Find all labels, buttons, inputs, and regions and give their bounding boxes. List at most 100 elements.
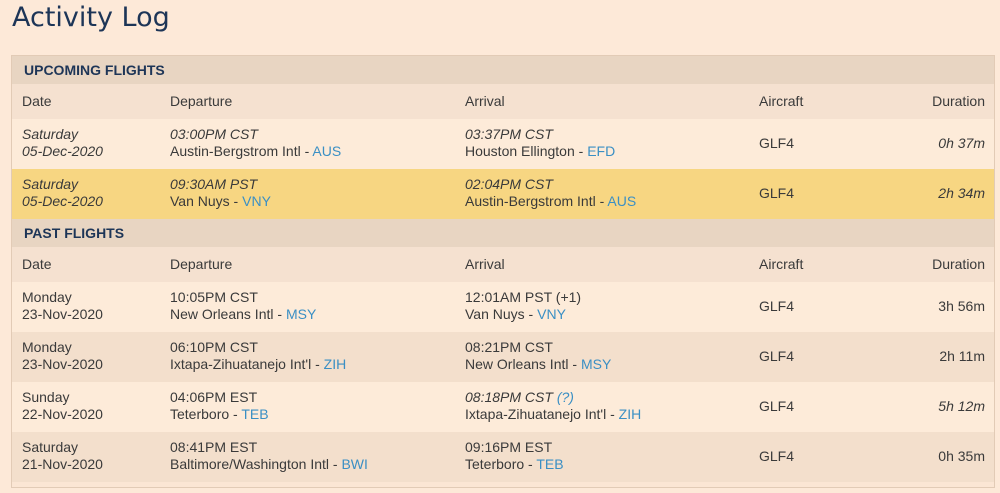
flight-row[interactable]: Monday 23-Nov-2020 06:10PM CST Ixtapa-Zihua… (12, 332, 994, 382)
departure-time-text: 08:41PM EST (170, 439, 258, 455)
arrival-cell: 02:04PM CST Austin-Bergstrom Intl - AUS (465, 176, 636, 210)
column-header-arrival[interactable]: Arrival (465, 93, 505, 109)
departure-airport-code-link[interactable]: ZIH (323, 356, 347, 372)
flight-row[interactable]: Monday 23-Nov-2020 10:05PM CST New Orleans … (12, 282, 994, 332)
day: Monday (22, 339, 72, 355)
departure-airport-name: Austin-Bergstrom Intl (170, 143, 301, 159)
arrival-time: 03:37PM CST (465, 126, 615, 143)
column-header-date[interactable]: Date (22, 93, 52, 109)
departure-time-text: 09:30AM PST (170, 176, 258, 192)
column-header-row: Date Departure Arrival Aircraft Duration (12, 247, 994, 282)
column-header-arrival[interactable]: Arrival (465, 256, 505, 272)
flight-row[interactable]: Saturday 21-Nov-2020 08:41PM EST Baltimore/… (12, 432, 994, 482)
aircraft-cell: GLF4 (759, 348, 795, 364)
column-header-row: Date Departure Arrival Aircraft Duration (12, 84, 994, 119)
arrival-time-text: 09:16PM EST (465, 439, 553, 455)
duration-cell: 3h 56m (938, 298, 985, 314)
arrival-time: 12:01AM PST (+1) (465, 289, 581, 306)
date: 23-Nov-2020 (22, 356, 103, 372)
arrival-cell: 03:37PM CST Houston Ellington - EFD (465, 126, 615, 160)
arrival-cell: 12:01AM PST (+1) Van Nuys - VNY (465, 289, 581, 323)
column-header-aircraft[interactable]: Aircraft (759, 256, 804, 272)
departure-airport-name: Van Nuys (170, 193, 230, 209)
departure-time-text: 06:10PM CST (170, 339, 258, 355)
departure-time: 03:00PM CST (170, 126, 341, 143)
arrival-airport-code-link[interactable]: TEB (536, 456, 564, 472)
departure-airport-code-link[interactable]: MSY (285, 306, 317, 322)
departure-cell: 10:05PM CST New Orleans Intl - MSY (170, 289, 316, 323)
date-cell: Monday 23-Nov-2020 (22, 289, 103, 323)
page-title: Activity Log (12, 2, 170, 33)
arrival-airport-name: Van Nuys (465, 306, 525, 322)
flight-row[interactable]: Saturday 05-Dec-2020 09:30AM PST Van Nuys -… (12, 169, 994, 219)
arrival-airport-name: Houston Ellington (465, 143, 575, 159)
departure-cell: 06:10PM CST Ixtapa-Zihuatanejo Int'l - ZI… (170, 339, 346, 373)
arrival-time-text: 08:18PM CST (465, 389, 553, 405)
aircraft-cell: GLF4 (759, 398, 795, 414)
departure-airport-code-link[interactable]: TEB (241, 406, 269, 422)
arrival-time-text: 08:21PM CST (465, 339, 553, 355)
date-cell: Saturday 21-Nov-2020 (22, 439, 103, 473)
arrival-airport-name: Ixtapa-Zihuatanejo Int'l (465, 406, 607, 422)
duration-cell: 5h 12m (938, 398, 985, 414)
arrival-airport: New Orleans Intl - MSY (465, 356, 612, 372)
arrival-time: 09:16PM EST (465, 439, 564, 456)
arrival-airport: Teterboro - TEB (465, 456, 564, 472)
departure-airport: Baltimore/Washington Intl - BWI (170, 456, 368, 472)
arrival-airport-code-link[interactable]: EFD (587, 143, 616, 159)
departure-airport-name: Baltimore/Washington Intl (170, 456, 329, 472)
day: Saturday (22, 439, 79, 455)
arrival-airport-name: New Orleans Intl (465, 356, 569, 372)
duration-cell: 2h 34m (938, 185, 985, 201)
day: Monday (22, 289, 72, 305)
departure-airport-code-link[interactable]: VNY (242, 193, 271, 209)
departure-cell: 04:06PM EST Teterboro - TEB (170, 389, 269, 423)
departure-airport-code-link[interactable]: BWI (341, 456, 368, 472)
departure-airport: Ixtapa-Zihuatanejo Int'l - ZIH (170, 356, 347, 372)
departure-airport-name: Teterboro (170, 406, 230, 422)
column-header-duration[interactable]: Duration (932, 256, 985, 272)
departure-cell: 03:00PM CST Austin-Bergstrom Intl - AUS (170, 126, 341, 160)
flight-row[interactable]: Saturday 05-Dec-2020 03:00PM CST Austin-Ber… (12, 119, 994, 169)
aircraft-cell: GLF4 (759, 135, 795, 151)
arrival-airport-name: Austin-Bergstrom Intl (465, 193, 596, 209)
uncertain-time-note: (?) (556, 389, 574, 405)
departure-time: 08:41PM EST (170, 439, 368, 456)
date-cell: Monday 23-Nov-2020 (22, 339, 103, 373)
arrival-airport-code-link[interactable]: AUS (607, 193, 637, 209)
duration-cell: 0h 35m (938, 448, 985, 464)
departure-time-text: 10:05PM CST (170, 289, 258, 305)
arrival-airport-code-link[interactable]: ZIH (618, 406, 642, 422)
departure-airport-code-link[interactable]: AUS (312, 143, 342, 159)
date: 22-Nov-2020 (22, 406, 103, 422)
departure-airport-name: New Orleans Intl (170, 306, 274, 322)
column-header-duration[interactable]: Duration (932, 93, 985, 109)
aircraft-cell: GLF4 (759, 448, 795, 464)
arrival-time-text: 03:37PM CST (465, 126, 553, 142)
arrival-airport: Ixtapa-Zihuatanejo Int'l - ZIH (465, 406, 642, 422)
departure-cell: 09:30AM PST Van Nuys - VNY (170, 176, 271, 210)
arrival-airport: Van Nuys - VNY (465, 306, 566, 322)
arrival-airport-name: Teterboro (465, 456, 525, 472)
column-header-aircraft[interactable]: Aircraft (759, 93, 804, 109)
arrival-time: 02:04PM CST (465, 176, 636, 193)
departure-time: 04:06PM EST (170, 389, 269, 406)
arrival-time-text: 02:04PM CST (465, 176, 553, 192)
departure-airport: Teterboro - TEB (170, 406, 269, 422)
arrival-airport-code-link[interactable]: VNY (537, 306, 566, 322)
arrival-airport-code-link[interactable]: MSY (580, 356, 612, 372)
departure-airport: Austin-Bergstrom Intl - AUS (170, 143, 342, 159)
column-header-departure[interactable]: Departure (170, 256, 233, 272)
duration-cell: 0h 37m (938, 135, 985, 151)
column-header-date[interactable]: Date (22, 256, 52, 272)
arrival-airport: Austin-Bergstrom Intl - AUS (465, 193, 637, 209)
arrival-cell: 08:18PM CST (?) Ixtapa-Zihuatanejo Int'l … (465, 389, 641, 423)
departure-airport: Van Nuys - VNY (170, 193, 271, 209)
flight-row[interactable]: Sunday 22-Nov-2020 04:06PM EST Teterboro - … (12, 382, 994, 432)
day: Saturday (22, 176, 79, 192)
date: 21-Nov-2020 (22, 456, 103, 472)
departure-time-text: 04:06PM EST (170, 389, 258, 405)
date-cell: Saturday 05-Dec-2020 (22, 176, 103, 210)
arrival-time-text: 12:01AM PST (+1) (465, 289, 582, 305)
column-header-departure[interactable]: Departure (170, 93, 233, 109)
